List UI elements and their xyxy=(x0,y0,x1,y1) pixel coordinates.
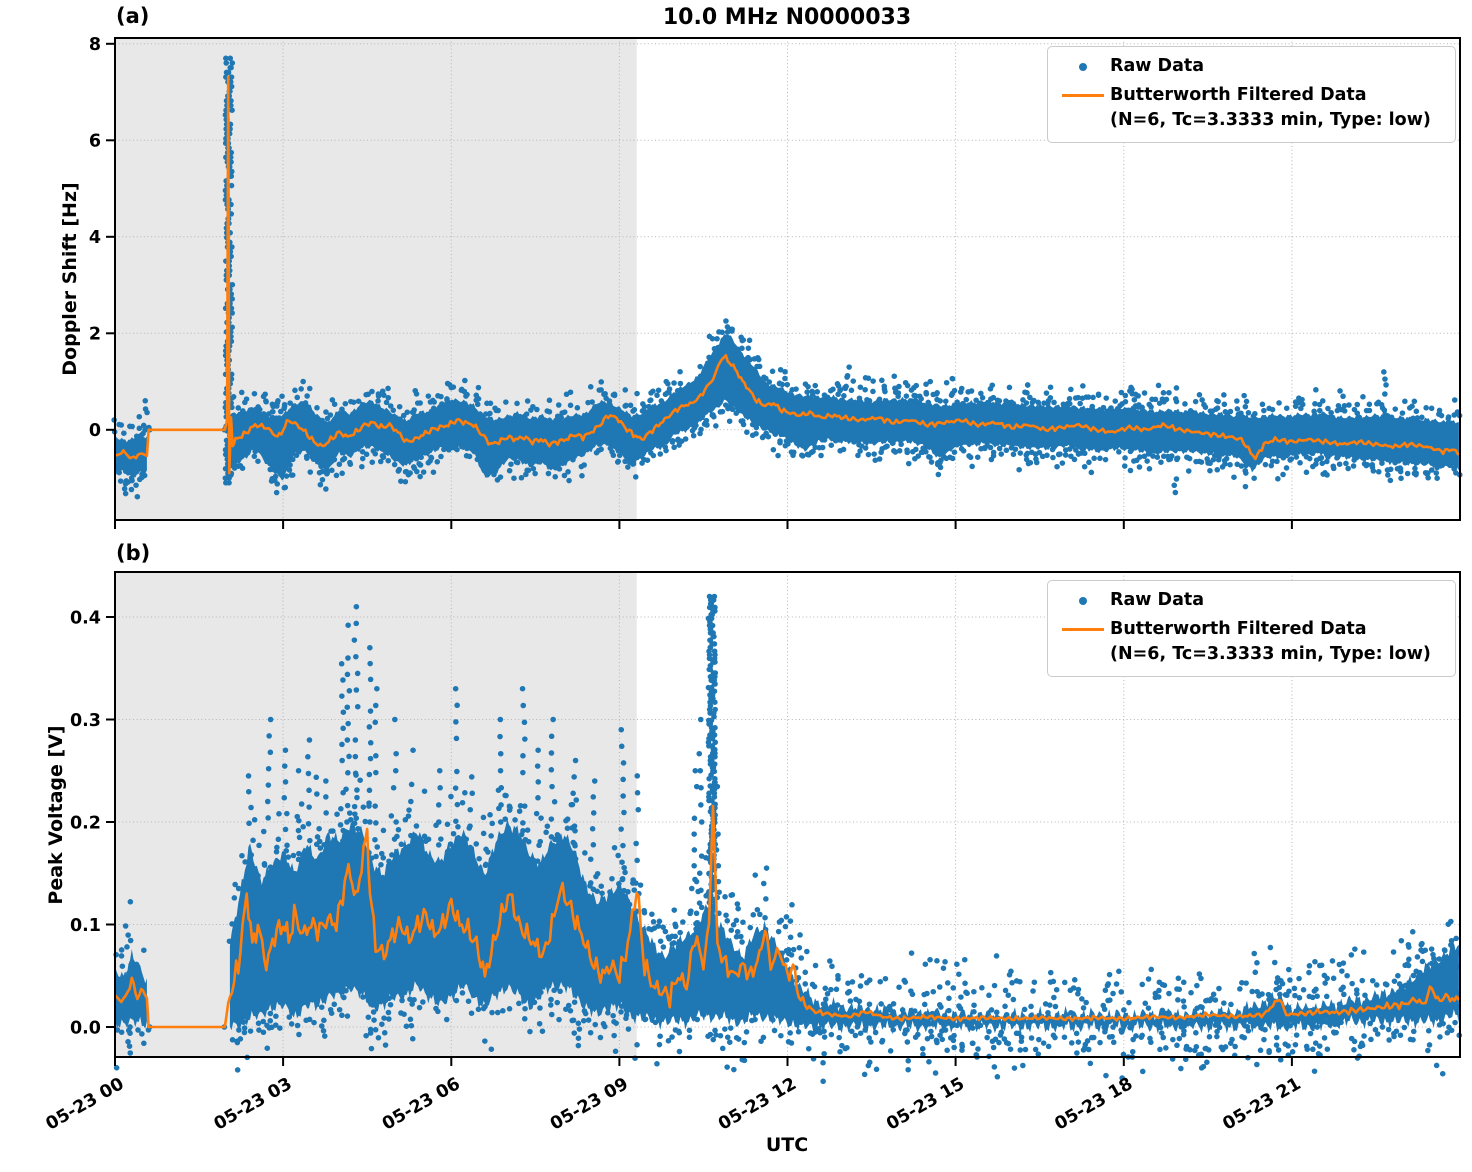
y-tick-label: 8 xyxy=(89,35,101,55)
filtered-line-marker xyxy=(1062,94,1104,97)
filtered-line xyxy=(114,804,1462,1029)
y-axis-label-b: Peak Voltage [V] xyxy=(45,725,67,905)
legend-panel-a: Raw Data Butterworth Filtered Data (N=6,… xyxy=(1047,46,1456,143)
filtered-line xyxy=(114,75,1461,475)
y-tick-label: 0.3 xyxy=(70,711,101,731)
x-tick-label: 05-23 06 xyxy=(379,1074,464,1135)
y-tick-label: 4 xyxy=(89,228,101,248)
chart-panel-a: 0 2 4 6 8 xyxy=(89,35,1463,529)
legend-entry-raw: Raw Data xyxy=(1056,588,1445,613)
y-tick-label: 0.0 xyxy=(70,1018,101,1038)
chart-title: 10.0 MHz N0000033 xyxy=(662,5,912,30)
raw-data-dot-marker xyxy=(1079,62,1087,71)
x-tick-label: 05-23 15 xyxy=(883,1074,968,1135)
y-tick-label: 0.1 xyxy=(70,916,101,936)
legend-raw-label: Raw Data xyxy=(1110,590,1205,610)
raw-data-band xyxy=(229,334,1459,481)
y-tick-label: 0.4 xyxy=(70,608,101,628)
x-tick-label: 05-23 18 xyxy=(1051,1074,1136,1135)
y-tick-label: 0 xyxy=(89,421,101,441)
legend-entry-filtered: Butterworth Filtered Data (N=6, Tc=3.333… xyxy=(1056,83,1445,133)
x-tick-label: 05-23 00 xyxy=(43,1074,128,1135)
raw-data-band xyxy=(229,818,1459,1035)
legend-raw-label: Raw Data xyxy=(1110,56,1205,76)
raw-data-dot-marker xyxy=(1079,596,1087,605)
legend-panel-b: Raw Data Butterworth Filtered Data (N=6,… xyxy=(1047,580,1456,677)
legend-filtered-sublabel: (N=6, Tc=3.3333 min, Type: low) xyxy=(1110,110,1431,130)
legend-filtered-sublabel: (N=6, Tc=3.3333 min, Type: low) xyxy=(1110,644,1431,664)
x-axis-label: UTC xyxy=(765,1134,809,1156)
y-axis-label-a: Doppler Shift [Hz] xyxy=(59,182,81,376)
legend-entry-raw: Raw Data xyxy=(1056,54,1445,79)
tick-marks xyxy=(106,616,1293,1066)
tick-marks xyxy=(106,42,1293,529)
legend-filtered-label: Butterworth Filtered Data xyxy=(1110,619,1367,639)
x-tick-label: 05-23 21 xyxy=(1220,1074,1305,1135)
chart-panel-b: 0.0 0.1 0.2 0.3 0.4 05-23 00 05-23 03 05-23 06 0… xyxy=(43,571,1463,1135)
y-tick-label: 6 xyxy=(89,132,101,152)
x-tick-label: 05-23 09 xyxy=(547,1074,632,1135)
y-tick-label: 2 xyxy=(89,325,101,345)
x-tick-label: 05-23 12 xyxy=(715,1074,800,1135)
y-tick-label: 0.2 xyxy=(70,813,101,833)
raw-data-band xyxy=(115,432,147,478)
panel-b-label: (b) xyxy=(116,541,151,565)
x-tick-label: 05-23 03 xyxy=(211,1074,296,1135)
panel-a-label: (a) xyxy=(116,4,150,28)
legend-entry-filtered: Butterworth Filtered Data (N=6, Tc=3.333… xyxy=(1056,617,1445,667)
legend-filtered-label: Butterworth Filtered Data xyxy=(1110,85,1367,105)
filtered-line-marker xyxy=(1062,628,1104,631)
